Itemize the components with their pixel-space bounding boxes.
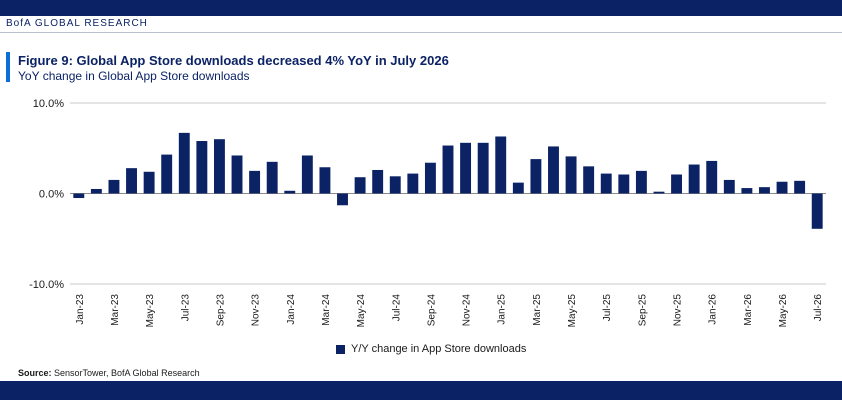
bar-dec-25 [688,164,700,194]
bar-apr-25 [548,146,559,194]
bar-jul-26 [811,193,823,229]
bar-feb-24 [301,155,313,194]
bar-mar-24 [319,167,331,194]
legend-label: Y/Y change in App Store downloads [351,343,527,355]
bar-may-23 [143,171,155,194]
bar-feb-26 [723,179,735,194]
bar-aug-23 [196,141,208,194]
bar-mar-23 [108,179,120,194]
bar-sep-24 [424,162,436,194]
bar-may-26 [776,181,788,194]
bar-may-24 [354,177,366,194]
x-tick-label: Mar-26 [743,294,754,326]
x-tick-label: Mar-25 [532,294,543,326]
x-tick-label: Nov-25 [673,294,684,327]
figure-subtitle: YoY change in Global App Store downloads [18,69,250,83]
bar-oct-25 [653,191,665,194]
bar-nov-25 [671,174,683,194]
bar-jan-26 [706,160,718,194]
bar-jul-24 [389,176,401,194]
bar-jun-23 [161,154,173,194]
bar-dec-23 [266,161,278,194]
bar-feb-23 [90,188,102,194]
x-tick-label: May-25 [567,294,578,328]
bar-mar-25 [530,159,542,194]
bar-apr-26 [759,187,770,194]
x-tick-label: Mar-23 [110,294,121,326]
bar-dec-24 [477,142,489,194]
bar-oct-24 [442,145,454,194]
bottom-banner [0,381,842,400]
bar-nov-24 [460,142,472,194]
bar-jun-26 [794,180,806,194]
x-tick-label: Sep-25 [637,294,648,327]
x-tick-label: Jan-26 [708,294,719,325]
y-tick-label: 0.0% [39,189,64,201]
chart-legend: Y/Y change in App Store downloads [336,343,526,355]
source-text: SensorTower, BofA Global Research [51,368,200,378]
x-tick-label: Jan-23 [75,294,86,325]
y-tick-label: 10.0% [33,98,64,110]
bar-jun-24 [372,169,384,194]
x-tick-label: Jan-25 [497,294,508,325]
figure-title: Figure 9: Global App Store downloads dec… [18,53,449,68]
legend-swatch [336,344,345,354]
bar-oct-23 [231,155,243,194]
x-tick-label: Nov-24 [462,294,473,327]
x-tick-label: Jul-25 [602,294,613,322]
brand-divider [0,32,842,33]
bar-nov-23 [249,170,261,194]
bar-sep-23 [213,139,225,194]
brand-label: BofA GLOBAL RESEARCH [6,18,148,29]
bar-apr-23 [126,168,137,194]
bar-mar-26 [741,188,753,194]
bar-jan-23 [73,193,85,199]
bar-aug-24 [407,173,419,194]
x-tick-label: May-24 [356,294,367,328]
bar-may-25 [565,156,577,194]
bar-feb-25 [512,182,524,194]
x-tick-label: Sep-24 [426,294,437,327]
x-tick-label: Mar-24 [321,294,332,326]
x-tick-label: Sep-23 [215,294,226,327]
bar-aug-25 [618,174,630,194]
bar-apr-24 [337,193,348,206]
x-tick-label: Jul-26 [813,294,824,322]
bar-jun-25 [583,166,595,194]
bar-sep-25 [635,170,647,194]
bar-chart: 10.0% 0.0% -10.0% Jan-23 Mar-23 May-23 Jul-23 S… [29,98,826,328]
x-tick-label: May-23 [145,294,156,328]
source-note: Source: SensorTower, BofA Global Researc… [18,368,200,378]
top-banner [0,0,842,16]
x-tick-label: Jul-24 [391,294,402,322]
x-tick-label: Nov-23 [251,294,262,327]
bar-jan-24 [284,190,296,194]
bar-jul-23 [178,132,190,194]
bar-jul-25 [600,173,612,194]
x-tick-label: May-26 [778,294,789,328]
x-tick-label: Jul-23 [180,294,191,322]
x-tick-label: Jan-24 [286,294,297,325]
y-tick-label: -10.0% [29,279,64,291]
source-label: Source: [18,368,52,378]
bar-jan-25 [495,136,507,194]
title-accent-bar [6,52,10,82]
